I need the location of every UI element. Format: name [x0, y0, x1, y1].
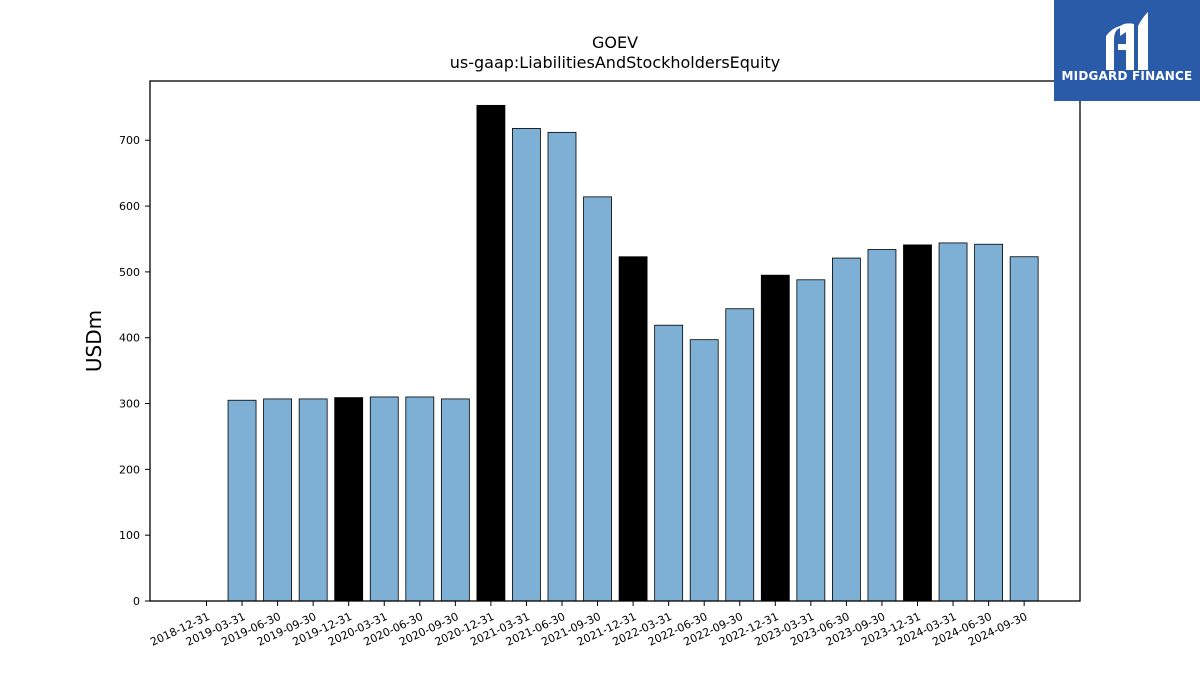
y-tick-label: 300 — [119, 398, 140, 411]
bar — [654, 324, 684, 602]
bar — [760, 274, 790, 602]
bar — [512, 127, 541, 602]
y-tick-label: 200 — [119, 463, 140, 476]
bar — [618, 256, 648, 602]
chart-subtitle: us-gaap:LiabilitiesAndStockholdersEquity — [450, 53, 781, 72]
midgard-finance-logo: MIDGARD FINANCE — [1054, 0, 1200, 101]
bar — [369, 396, 399, 602]
y-tick-label: 100 — [119, 529, 140, 542]
bar — [689, 339, 719, 602]
chart-title: GOEV — [592, 33, 638, 52]
bar — [334, 397, 364, 602]
bar — [547, 131, 577, 602]
bar — [832, 257, 861, 602]
bar — [263, 398, 293, 602]
y-tick-label: 400 — [119, 332, 140, 345]
bar — [796, 279, 826, 602]
midgard-m-logo-icon — [1106, 12, 1148, 70]
y-axis-label: USDm — [82, 310, 106, 372]
logo-brand-text: MIDGARD FINANCE — [1061, 69, 1193, 83]
bar — [725, 308, 755, 602]
bar — [227, 399, 257, 602]
bar — [583, 196, 612, 602]
bar — [298, 398, 328, 602]
bar — [974, 243, 1003, 602]
y-tick-label: 0 — [133, 595, 140, 608]
plot-frame — [149, 80, 1081, 602]
y-tick-label: 500 — [119, 266, 140, 279]
y-tick-label: 600 — [119, 200, 140, 213]
bar — [1009, 256, 1039, 602]
y-tick-label: 700 — [119, 134, 140, 147]
bar — [938, 242, 968, 602]
bar — [476, 104, 506, 602]
bar — [405, 396, 435, 602]
bar — [903, 244, 932, 602]
bar — [440, 398, 470, 602]
plot-area: 01002003004005006007002018-12-312019-03-… — [119, 104, 1039, 649]
bar — [867, 249, 897, 602]
